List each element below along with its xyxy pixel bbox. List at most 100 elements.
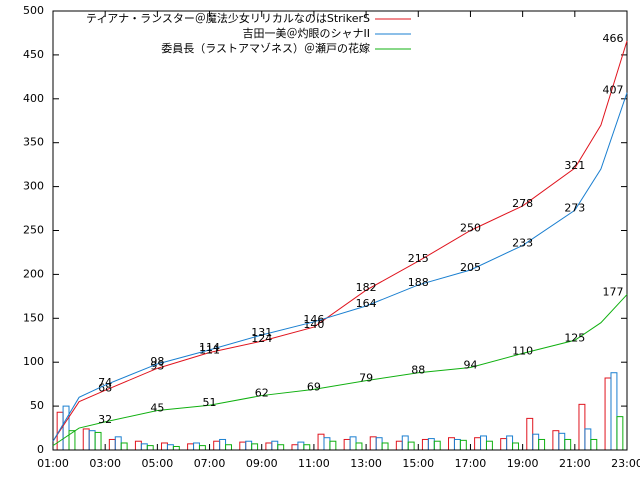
bar xyxy=(225,444,232,451)
data-label: 146 xyxy=(303,313,324,326)
bar xyxy=(564,438,572,451)
bar xyxy=(485,440,493,451)
bar xyxy=(108,438,116,451)
bar xyxy=(381,442,389,451)
data-label: 278 xyxy=(512,197,533,210)
bar xyxy=(512,442,519,451)
bar xyxy=(427,438,435,451)
bar xyxy=(277,444,285,451)
x-tick-label: 15:00 xyxy=(402,457,434,470)
data-label: 321 xyxy=(564,159,585,172)
bar xyxy=(94,431,102,451)
data-label: 177 xyxy=(603,286,624,299)
y-tick-label: 150 xyxy=(23,311,44,324)
bar xyxy=(271,440,279,451)
bar xyxy=(375,437,383,451)
bar xyxy=(604,377,612,451)
bar xyxy=(453,438,461,451)
bar xyxy=(82,428,90,451)
bar xyxy=(616,416,624,451)
bar xyxy=(459,439,467,451)
data-label: 182 xyxy=(356,281,377,294)
bar xyxy=(433,440,441,451)
bar xyxy=(146,445,154,451)
bar xyxy=(88,430,96,451)
data-label: 88 xyxy=(411,364,425,377)
y-tick-label: 300 xyxy=(23,180,44,193)
bar xyxy=(329,440,337,451)
x-tick-label: 19:00 xyxy=(507,457,539,470)
y-tick-label: 100 xyxy=(23,355,44,368)
y-tick-label: 50 xyxy=(30,399,44,412)
data-label: 32 xyxy=(98,413,112,426)
data-label: 110 xyxy=(512,344,533,357)
series-line xyxy=(52,92,628,442)
data-label: 114 xyxy=(199,341,220,354)
data-label: 69 xyxy=(307,380,321,393)
data-label: 188 xyxy=(408,276,429,289)
y-tick-label: 400 xyxy=(23,92,44,105)
data-label: 74 xyxy=(98,376,112,389)
data-label: 68 xyxy=(98,381,112,394)
x-tick-label: 21:00 xyxy=(559,457,591,470)
legend-label: 委員長（ラストアマゾネス）＠瀬戸の花嫁 xyxy=(161,41,370,55)
data-label: 215 xyxy=(408,252,429,265)
bar xyxy=(317,433,325,451)
bar xyxy=(590,438,598,451)
x-tick-label: 11:00 xyxy=(298,457,330,470)
data-label: 205 xyxy=(460,261,481,274)
x-tick-label: 23:00 xyxy=(611,457,640,470)
bar xyxy=(198,445,206,451)
bar xyxy=(140,443,148,451)
bar xyxy=(239,441,247,451)
data-label: 125 xyxy=(564,331,585,344)
y-tick-label: 0 xyxy=(37,443,44,456)
legend-label: ティアナ・ランスター＠魔法少女リリカルなのはStrikerS xyxy=(86,11,370,25)
data-label: 250 xyxy=(460,222,481,235)
y-tick-label: 450 xyxy=(23,48,44,61)
bar xyxy=(303,444,311,451)
bar xyxy=(219,438,227,451)
data-label: 51 xyxy=(203,396,217,409)
bar xyxy=(395,440,403,451)
bar xyxy=(401,435,409,451)
bar xyxy=(62,405,70,451)
bar xyxy=(323,437,331,451)
data-label: 62 xyxy=(255,387,269,400)
x-tick-label: 05:00 xyxy=(142,457,174,470)
bar xyxy=(68,430,76,451)
data-label: 124 xyxy=(251,332,272,345)
x-tick-label: 01:00 xyxy=(37,457,69,470)
data-label: 140 xyxy=(303,318,324,331)
bar xyxy=(213,440,221,451)
bar xyxy=(584,428,592,451)
bar xyxy=(349,436,357,451)
x-tick-label: 17:00 xyxy=(455,457,487,470)
bar xyxy=(193,442,200,451)
data-label: 233 xyxy=(512,236,533,249)
bar xyxy=(297,441,305,451)
bar xyxy=(506,435,514,451)
data-label: 273 xyxy=(564,201,585,214)
plot-frame xyxy=(52,10,628,451)
bar xyxy=(552,430,560,451)
bar xyxy=(114,436,122,451)
bar xyxy=(134,440,142,451)
data-label: 131 xyxy=(251,326,272,339)
bar xyxy=(421,438,429,451)
bar xyxy=(532,433,540,451)
bar xyxy=(407,441,415,451)
y-tick-label: 350 xyxy=(23,136,44,149)
bar xyxy=(245,440,253,451)
bar xyxy=(291,444,299,451)
y-tick-label: 500 xyxy=(23,4,44,17)
bar xyxy=(265,442,273,451)
bar xyxy=(161,442,168,451)
x-tick-label: 07:00 xyxy=(194,457,226,470)
bar xyxy=(558,432,566,451)
bar xyxy=(369,436,377,451)
bar xyxy=(355,442,363,451)
bar xyxy=(500,438,508,451)
bar xyxy=(538,438,546,451)
bar xyxy=(172,445,180,451)
